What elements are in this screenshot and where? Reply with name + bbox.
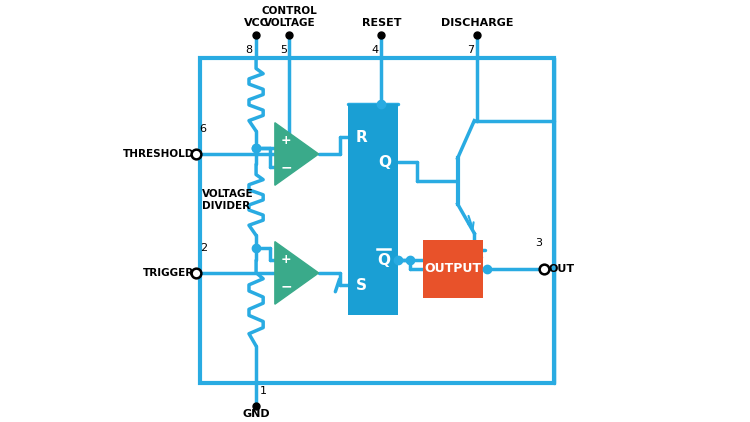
Text: S: S [356,278,367,293]
Text: R: R [356,130,368,145]
Text: 6: 6 [200,124,207,134]
Bar [423,240,484,298]
Text: CONTROL
VOLTAGE: CONTROL VOLTAGE [262,6,317,27]
Text: 5: 5 [280,45,287,55]
Text: +: + [280,253,291,266]
Text: −: − [280,279,292,293]
Text: Q: Q [379,155,392,170]
Text: OUT: OUT [548,264,574,274]
Text: Q: Q [377,253,390,268]
Polygon shape [274,242,319,304]
Text: −: − [280,160,292,174]
Text: GND: GND [242,408,270,419]
Text: 2: 2 [200,243,207,253]
Text: DISCHARGE: DISCHARGE [441,18,514,27]
Text: 3: 3 [535,238,542,248]
Text: RESET: RESET [362,18,401,27]
Text: VOLTAGE
DIVIDER: VOLTAGE DIVIDER [202,189,254,211]
Text: OUTPUT: OUTPUT [424,262,482,275]
Bar [200,58,554,384]
Text: 4: 4 [371,45,378,55]
Text: 8: 8 [245,45,253,55]
Text: +: + [280,134,291,147]
Text: TRIGGER: TRIGGER [143,268,194,278]
Text: VCC: VCC [244,18,268,27]
Text: 7: 7 [467,45,474,55]
Text: THRESHOLD: THRESHOLD [123,149,194,159]
Text: 1: 1 [260,386,267,395]
Bar [348,104,398,315]
Polygon shape [274,123,319,185]
